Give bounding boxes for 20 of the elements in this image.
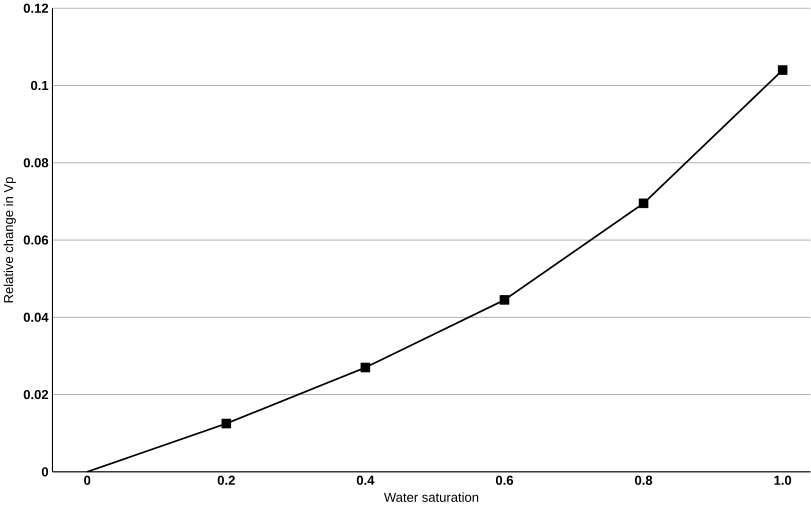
y-tick-label: 0.08 xyxy=(24,158,48,168)
x-tick-label: 0.8 xyxy=(635,476,652,486)
y-tick-label: 0 xyxy=(42,467,48,477)
point xyxy=(638,198,648,208)
y-tick-label: 0.1 xyxy=(31,81,48,90)
y-axis-title: Relative change in Vp xyxy=(4,177,16,303)
point xyxy=(222,418,232,429)
y-tick-label: 0.12 xyxy=(24,4,48,14)
x-tick-label: 0.4 xyxy=(356,476,374,486)
x-tick-label: 0 xyxy=(84,476,90,486)
y-tick-label: 0.06 xyxy=(24,236,48,245)
x-tick-label: 0.2 xyxy=(218,476,235,486)
y-tick-label: 0.04 xyxy=(24,312,49,322)
point xyxy=(778,65,788,76)
x-axis-title: Water saturation xyxy=(384,492,478,502)
point xyxy=(500,295,510,305)
y-tick-label: 0.02 xyxy=(24,390,48,400)
point xyxy=(360,362,370,373)
x-tick-label: 1.0 xyxy=(774,476,792,486)
x-tick-label: 0.6 xyxy=(496,476,514,486)
